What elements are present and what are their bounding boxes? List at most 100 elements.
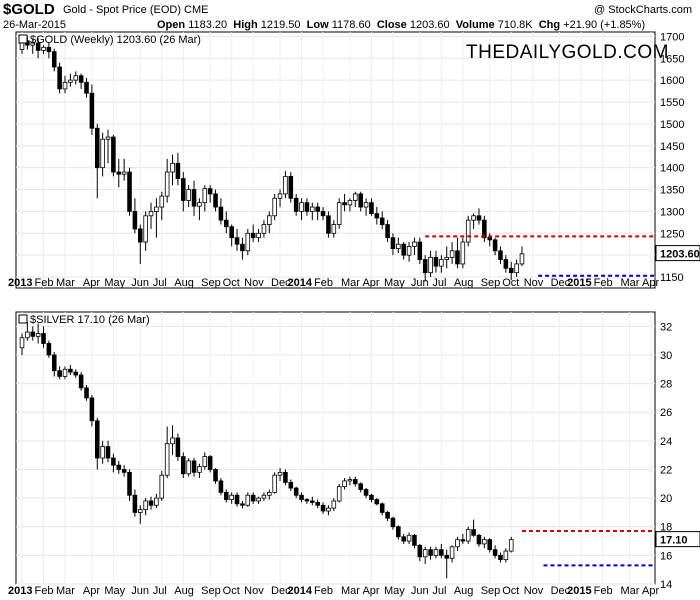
silver-candle-body	[288, 481, 294, 489]
silver-candle-body	[62, 368, 68, 377]
gold-x-tick-label: Apr	[362, 277, 379, 289]
silver-candle-body	[186, 460, 191, 475]
gold-x-tick-label: Feb	[314, 277, 333, 289]
silver-candle-body	[250, 494, 256, 502]
silver-candle-body	[25, 331, 30, 339]
gold-candle-body	[320, 211, 326, 217]
silver-candle-body	[111, 457, 116, 466]
silver-candle-body	[84, 387, 89, 399]
gold-candle-body	[245, 232, 251, 252]
silver-x-tick-label: May	[104, 585, 125, 597]
silver-candle-body	[57, 370, 62, 377]
silver-candle-body	[374, 499, 380, 505]
silver-x-tick-label: Dec	[271, 585, 291, 597]
gold-x-tick-label: Dec	[551, 277, 571, 289]
watermark: THEDAILYGOLD.COM	[466, 42, 669, 63]
silver-candle-body	[175, 437, 181, 457]
silver-y-tick-label: 18	[660, 522, 672, 534]
silver-last-value-label: 17.10	[660, 535, 688, 547]
high-value: 1219.50	[260, 19, 301, 31]
gold-y-tick-label: 1250	[660, 228, 684, 240]
silver-x-tick-label: Mar	[341, 585, 360, 597]
silver-x-tick-label: Nov	[244, 585, 264, 597]
gold-last-value-box	[655, 245, 700, 262]
silver-candle-body	[267, 491, 272, 496]
gold-candle-body	[465, 219, 471, 243]
silver-candle-body	[46, 343, 52, 356]
gold-x-tick-label: Mar	[341, 277, 360, 289]
silver-y-tick-label: 30	[660, 350, 672, 362]
silver-candle-body	[310, 500, 315, 503]
gold-candle-body	[449, 250, 455, 258]
gold-candle-body	[288, 176, 294, 199]
gold-candle-body	[396, 243, 401, 250]
silver-candle-body	[207, 456, 213, 470]
gold-candle-body	[207, 188, 213, 195]
silver-candle-body	[422, 549, 428, 558]
silver-candle-body	[229, 494, 234, 500]
volume-value: 710.8K	[497, 19, 533, 31]
silver-candle-body	[105, 446, 111, 459]
silver-x-tick-label: 2014	[288, 585, 313, 597]
silver-x-tick-label: 2013	[8, 585, 32, 597]
silver-candle-body	[234, 494, 240, 505]
silver-candle-body	[363, 489, 369, 496]
gold-y-tick-label: 1400	[660, 163, 684, 175]
gold-candle-body	[514, 263, 519, 274]
silver-candle-body	[347, 479, 353, 482]
gold-candle-body	[127, 171, 132, 212]
gold-candle-body	[191, 189, 197, 207]
gold-candle-body	[379, 217, 385, 225]
gold-y-tick-label: 1550	[660, 97, 684, 109]
gold-candle-body	[508, 267, 514, 274]
gold-y-tick-label: 1500	[660, 119, 684, 131]
silver-candle-body	[455, 539, 460, 548]
gold-candle-body	[444, 256, 449, 260]
gold-x-tick-label: May	[384, 277, 405, 289]
gold-y-tick-label: 1300	[660, 206, 684, 218]
silver-candle-body	[224, 491, 229, 500]
silver-candle-body	[336, 486, 342, 502]
gold-candle-body	[148, 211, 154, 217]
gold-candle-body	[390, 237, 396, 250]
gold-candle-body	[30, 42, 36, 46]
silver-candle-body	[116, 464, 122, 470]
silver-candle-body	[137, 509, 143, 513]
gold-candle-body	[439, 259, 444, 267]
silver-candle-body	[369, 494, 374, 500]
gold-candle-body	[363, 202, 369, 208]
silver-candle-body	[487, 539, 492, 551]
silver-x-tick-label: Sep	[481, 585, 501, 597]
gold-candle-body	[84, 81, 89, 94]
gold-candle-body	[331, 224, 337, 234]
gold-x-tick-label: Jun	[131, 277, 149, 289]
silver-candle-body	[51, 354, 57, 372]
gold-x-tick-label: Apr	[83, 277, 100, 289]
silver-candle-body	[492, 549, 498, 556]
gold-legend-swatch	[18, 34, 28, 44]
silver-candle-body	[331, 500, 337, 509]
silver-candle-body	[385, 512, 390, 519]
gold-candle-body	[412, 241, 417, 247]
silver-y-tick-label: 16	[660, 550, 672, 562]
silver-candle-body	[293, 487, 299, 496]
gold-candle-body	[261, 224, 267, 234]
gold-legend: $GOLD (Weekly) 1203.60 (26 Mar)	[30, 34, 201, 46]
gold-candle-body	[202, 188, 208, 204]
gold-x-tick-label: Jun	[411, 277, 429, 289]
silver-candle-body	[100, 446, 105, 459]
low-value: 1178.60	[331, 19, 371, 31]
silver-candle-body	[73, 371, 79, 376]
silver-candle-body	[197, 466, 202, 473]
silver-x-tick-label: Aug	[174, 585, 194, 597]
symbol-title: $GOLD	[3, 1, 55, 18]
gold-candle-body	[283, 176, 288, 195]
gold-candle-body	[116, 171, 122, 175]
silver-candle-body	[89, 397, 95, 422]
silver-candle-body	[121, 469, 127, 473]
silver-candle-body	[159, 474, 165, 499]
gold-candle-body	[455, 250, 460, 265]
silver-candle-body	[304, 499, 310, 502]
silver-x-tick-label: Apr	[642, 585, 659, 597]
